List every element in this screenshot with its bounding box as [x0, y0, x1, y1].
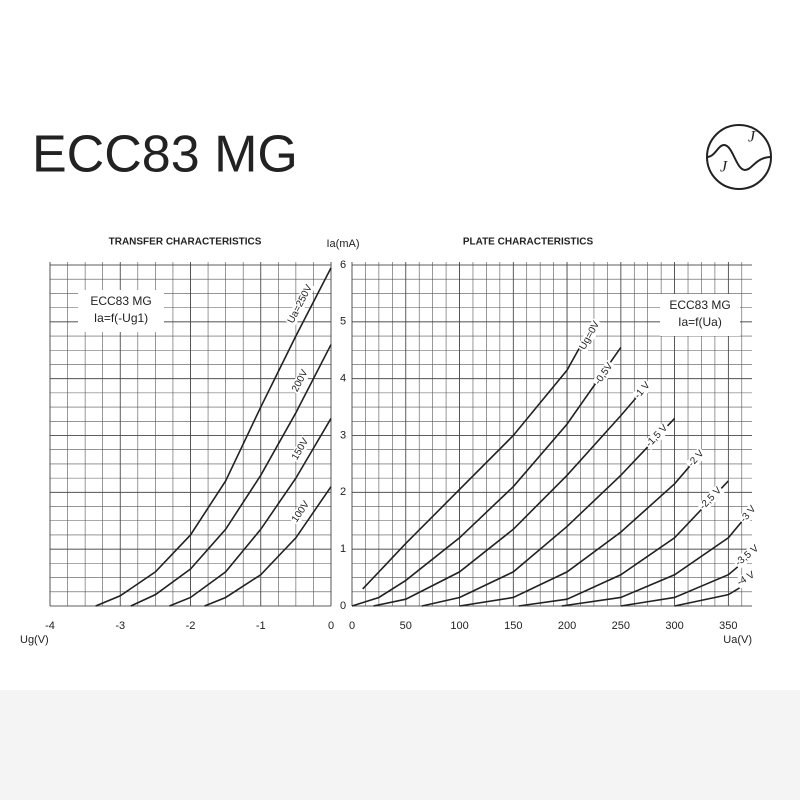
- curve: [204, 486, 332, 607]
- curve-label-bg: [289, 366, 312, 395]
- curve: [362, 321, 595, 590]
- x-tick-label: 250: [612, 620, 630, 632]
- curve: [518, 480, 729, 607]
- curve-label-bg: [734, 568, 758, 589]
- x-tick-label: 0: [328, 620, 334, 632]
- inset-label: Ia=f(-Ug1): [94, 311, 148, 325]
- curve-label-bg: [289, 498, 313, 526]
- curve-label-bg: [696, 484, 725, 513]
- x-tick-label: 100: [450, 620, 468, 632]
- y-tick-label: 0: [340, 600, 346, 612]
- curve: [561, 508, 753, 607]
- x-tick-label: 300: [665, 620, 683, 632]
- page-title: ECC83 MG: [32, 126, 298, 184]
- x-axis-label: Ug(V): [20, 634, 49, 646]
- x-tick-label: -2: [186, 620, 196, 632]
- curve-label-bg: [285, 281, 316, 327]
- panel-title: PLATE CHARACTERISTICS: [463, 237, 594, 248]
- y-tick-label: 4: [340, 373, 346, 385]
- inset-label: ECC83 MG: [90, 294, 151, 308]
- y-tick-label: 5: [340, 316, 346, 328]
- panel-title: TRANSFER CHARACTERISTICS: [109, 237, 262, 248]
- curve: [373, 383, 649, 607]
- logo-wave: [706, 143, 772, 172]
- curve-label-bg: [631, 378, 654, 402]
- curve-label-bg: [737, 502, 760, 526]
- x-axis-label: Ua(V): [723, 634, 752, 646]
- inset-box: [78, 290, 164, 332]
- x-tick-label: -4: [45, 620, 55, 632]
- curve: [95, 267, 332, 607]
- inset-label: ECC83 MG: [669, 298, 730, 312]
- x-tick-label: 50: [400, 620, 412, 632]
- curve-label-bg: [289, 435, 312, 464]
- curve-label-bg: [592, 359, 617, 388]
- curve-label-bg: [577, 318, 603, 353]
- y-axis-label: Ia(mA): [327, 238, 360, 250]
- logo-letter: J: [748, 129, 756, 146]
- y-tick-label: 3: [340, 429, 346, 441]
- curve-label-bg: [732, 542, 763, 570]
- curve: [351, 346, 622, 607]
- x-tick-label: -1: [256, 620, 266, 632]
- curve: [130, 344, 332, 607]
- inset-label: Ia=f(Ua): [678, 315, 722, 329]
- y-tick-label: 6: [340, 259, 346, 271]
- curve: [169, 418, 332, 607]
- x-tick-label: 150: [504, 620, 522, 632]
- curve-label-bg: [643, 421, 672, 451]
- curve: [459, 452, 703, 607]
- y-tick-label: 2: [340, 486, 346, 498]
- x-tick-label: 350: [719, 620, 737, 632]
- logo: J J: [706, 124, 772, 190]
- logo-letter: J: [720, 159, 728, 176]
- curve: [421, 417, 676, 607]
- x-tick-label: 200: [558, 620, 576, 632]
- y-tick-label: 1: [340, 543, 346, 555]
- x-tick-label: 0: [349, 620, 355, 632]
- inset-box: [660, 294, 740, 336]
- x-tick-label: -3: [115, 620, 125, 632]
- footer-band: [0, 690, 800, 800]
- curve-label-bg: [685, 447, 708, 471]
